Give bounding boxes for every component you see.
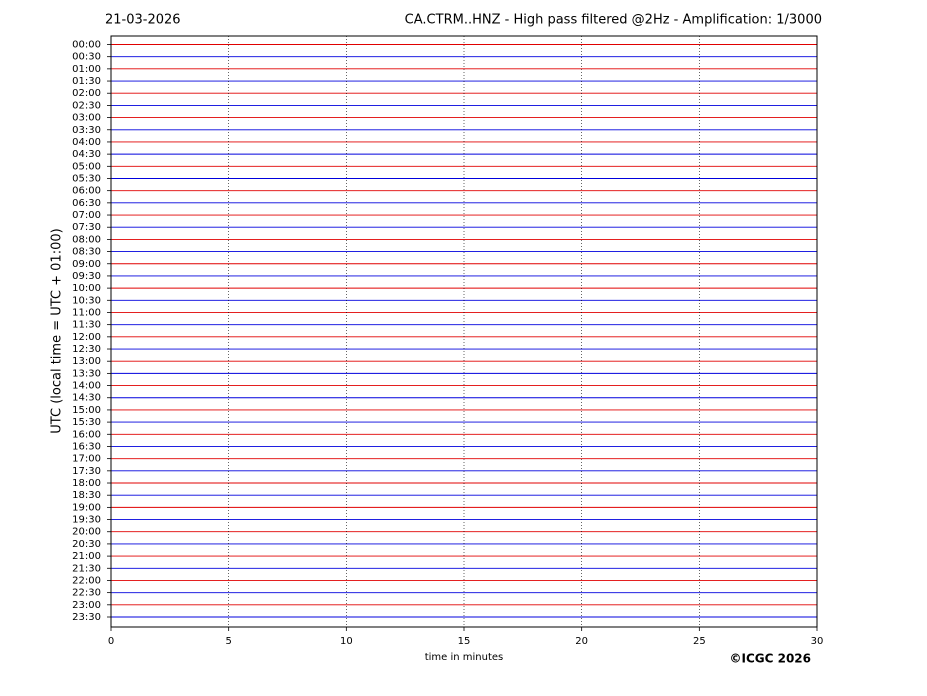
- y-tick-label: 01:00: [72, 64, 101, 75]
- date: 21-03-2026: [105, 13, 181, 28]
- y-tick-label: 07:30: [72, 222, 101, 233]
- y-tick-label: 10:30: [72, 295, 101, 306]
- y-tick-label: 23:30: [72, 612, 101, 623]
- y-tick-label: 09:30: [72, 271, 101, 282]
- y-tick-label: 02:00: [72, 88, 101, 99]
- y-tick-label: 15:30: [72, 417, 101, 428]
- plot-frame: [110, 35, 818, 628]
- y-tick-label: 17:30: [72, 466, 101, 477]
- y-tick-label: 12:00: [72, 332, 101, 343]
- y-tick-label: 04:30: [72, 149, 101, 160]
- x-tick-label: 0: [108, 636, 114, 647]
- y-tick-label: 13:00: [72, 356, 101, 367]
- copyright: ©ICGC 2026: [729, 652, 811, 666]
- y-tick-label: 21:00: [72, 551, 101, 562]
- y-tick-label: 16:30: [72, 441, 101, 452]
- y-tick-label: 15:00: [72, 405, 101, 416]
- x-tick-label: 25: [693, 636, 706, 647]
- y-tick-label: 16:00: [72, 429, 101, 440]
- y-tick-label: 00:00: [72, 40, 101, 51]
- y-tick-label: 22:00: [72, 575, 101, 586]
- y-tick-label: 07:00: [72, 210, 101, 221]
- y-tick-label: 04:00: [72, 137, 101, 148]
- x-tick-label: 15: [458, 636, 471, 647]
- y-tick-label: 11:30: [72, 320, 101, 331]
- x-axis-label: time in minutes: [425, 652, 504, 663]
- y-tick-label: 05:30: [72, 173, 101, 184]
- chart-title: CA.CTRM..HNZ - High pass filtered @2Hz -…: [405, 13, 822, 28]
- y-tick-label: 13:30: [72, 368, 101, 379]
- y-tick-label: 17:00: [72, 454, 101, 465]
- x-tick-label: 30: [811, 636, 824, 647]
- x-tick-label: 10: [340, 636, 353, 647]
- y-tick-label: 03:30: [72, 125, 101, 136]
- y-tick-label: 19:30: [72, 515, 101, 526]
- y-tick-label: 06:00: [72, 186, 101, 197]
- y-tick-label: 14:30: [72, 393, 101, 404]
- y-tick-label: 23:00: [72, 600, 101, 611]
- y-tick-label: 18:00: [72, 478, 101, 489]
- y-tick-label: 06:30: [72, 198, 101, 209]
- x-tick-label: 20: [575, 636, 588, 647]
- y-tick-label: 18:30: [72, 490, 101, 501]
- y-axis-label: UTC (local time = UTC + 01:00): [50, 228, 65, 433]
- y-tick-label: 08:00: [72, 234, 101, 245]
- y-tick-label: 20:30: [72, 539, 101, 550]
- y-tick-label: 05:00: [72, 161, 101, 172]
- y-tick-label: 10:00: [72, 283, 101, 294]
- y-tick-label: 08:30: [72, 247, 101, 258]
- y-tick-label: 20:00: [72, 527, 101, 538]
- y-tick-label: 01:30: [72, 76, 101, 87]
- y-tick-label: 14:00: [72, 381, 101, 392]
- x-tick-label: 5: [225, 636, 231, 647]
- y-tick-label: 19:00: [72, 502, 101, 513]
- y-tick-label: 22:30: [72, 588, 101, 599]
- y-tick-label: 12:30: [72, 344, 101, 355]
- y-tick-label: 11:00: [72, 307, 101, 318]
- y-tick-label: 02:30: [72, 100, 101, 111]
- y-tick-label: 21:30: [72, 563, 101, 574]
- y-tick-label: 00:30: [72, 52, 101, 63]
- y-tick-label: 03:00: [72, 113, 101, 124]
- y-tick-label: 09:00: [72, 259, 101, 270]
